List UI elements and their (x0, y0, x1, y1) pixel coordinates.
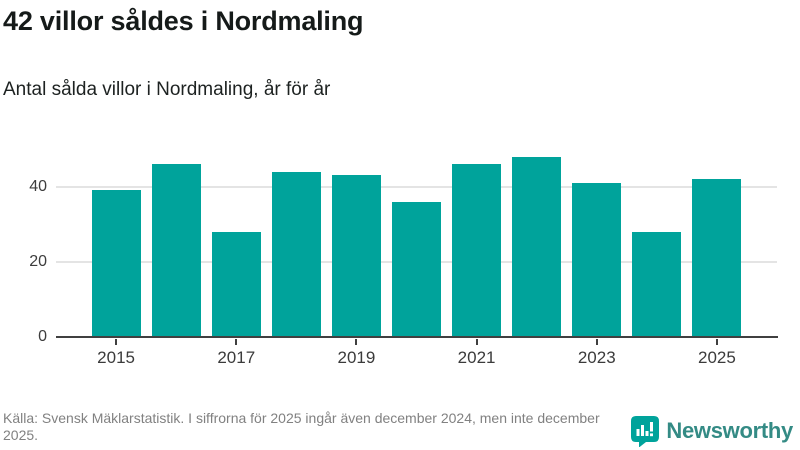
x-axis-tick (715, 338, 718, 345)
bar-2018 (271, 171, 321, 337)
bar-2025 (692, 179, 742, 337)
gridline-y40 (56, 185, 777, 188)
brand-name: Newsworthy (666, 418, 793, 443)
bar-2016 (151, 164, 201, 337)
x-axis-tick-label: 2021 (457, 347, 496, 367)
x-axis-tick-label: 2023 (577, 347, 616, 367)
bar-2017 (211, 231, 261, 337)
page-title: 42 villor såldes i Nordmaling (3, 6, 364, 36)
x-axis-tick (595, 338, 598, 345)
x-axis-tick (355, 338, 358, 345)
bar-2023 (572, 182, 622, 337)
bar-2022 (512, 156, 562, 337)
bar-2015 (91, 190, 141, 337)
y-axis-tick-label: 0 (38, 327, 47, 345)
bar-2019 (331, 175, 381, 337)
x-axis-tick-label: 2015 (97, 347, 135, 367)
x-axis-tick (475, 338, 478, 345)
x-axis-tick (235, 338, 238, 345)
chart-subtitle: Antal sålda villor i Nordmaling, år för … (3, 79, 331, 100)
bar-2021 (452, 164, 502, 337)
x-axis-tick (115, 338, 118, 345)
x-axis-tick-label: 2025 (697, 347, 736, 367)
source-note: Källa: Svensk Mäklarstatistik. I siffror… (3, 410, 600, 443)
x-axis-tick-label: 2017 (217, 347, 256, 367)
y-axis-tick-label: 40 (29, 177, 47, 195)
newsworthy-logo[interactable]: Newsworthy (631, 415, 793, 447)
bar-2020 (392, 201, 441, 337)
x-axis-tick-label: 2019 (337, 347, 376, 367)
x-axis-line (56, 336, 778, 339)
y-axis-tick-label: 20 (29, 252, 47, 270)
bar-2024 (632, 231, 682, 337)
bar-chart-speech-bubble-icon (631, 415, 660, 447)
